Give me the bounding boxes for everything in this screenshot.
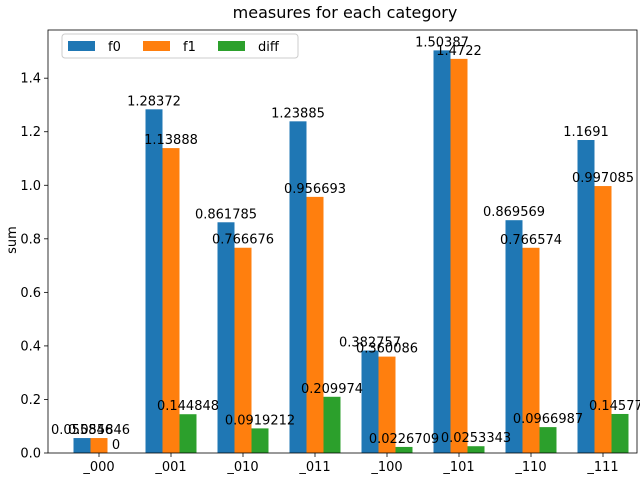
bar-diff-_001 [180, 414, 197, 453]
bar-label-f1-_010: 0.766676 [212, 233, 274, 248]
y-axis-label: sum [5, 226, 20, 254]
bar-labels-group: 0.0558460.05584601.283721.138880.1448480… [51, 35, 640, 453]
bar-label-diff-_010: 0.0919212 [225, 413, 295, 428]
x-tick-label: _100 [370, 460, 402, 475]
bar-label-diff-_111: 0.145773 [589, 399, 640, 414]
y-tick-label: 0.6 [20, 286, 41, 301]
y-tick-label: 1.2 [20, 125, 41, 140]
bar-label-f1-_011: 0.956693 [284, 182, 346, 197]
bar-label-f0-_011: 1.23885 [271, 106, 325, 121]
legend-swatch-f0 [68, 41, 95, 51]
bar-label-f1-_110: 0.766574 [500, 233, 562, 248]
bar-f0-_000 [74, 438, 91, 453]
bar-f1-_000 [91, 438, 108, 453]
x-tick-label: _010 [226, 460, 258, 475]
bar-label-f0-_010: 0.861785 [195, 207, 257, 222]
bar-f0-_101 [434, 50, 451, 453]
legend-label-f0: f0 [108, 40, 121, 55]
x-tick-label: _001 [154, 460, 186, 475]
legend-label-diff: diff [258, 40, 280, 55]
x-tick-label: _110 [514, 460, 546, 475]
bar-label-f0-_001: 1.28372 [127, 94, 181, 109]
bar-f1-_101 [451, 59, 468, 453]
legend-label-f1: f1 [183, 40, 196, 55]
bar-diff-_100 [396, 447, 413, 453]
y-tick-label: 0.0 [20, 447, 41, 462]
bar-label-f1-_000: 0.055846 [68, 423, 130, 438]
x-tick-label: _111 [586, 460, 618, 475]
bar-label-f0-_110: 0.869569 [483, 205, 545, 220]
bar-f1-_011 [307, 197, 324, 453]
bar-label-diff-_101: 0.0253343 [441, 431, 511, 446]
bar-label-f1-_100: 0.360086 [356, 342, 418, 357]
bar-label-f1-_111: 0.997085 [572, 171, 634, 186]
bar-diff-_101 [468, 446, 485, 453]
y-tick-label: 0.2 [20, 393, 41, 408]
bar-label-diff-_110: 0.0966987 [513, 412, 583, 427]
x-tick-label: _101 [442, 460, 474, 475]
legend-swatch-diff [218, 41, 245, 51]
bar-f0-_011 [290, 121, 307, 453]
y-tick-label: 0.4 [20, 339, 41, 354]
bar-diff-_110 [540, 427, 557, 453]
x-tick-label: _011 [298, 460, 330, 475]
bar-label-diff-_011: 0.209974 [301, 382, 363, 397]
x-tick-label: _000 [82, 460, 114, 475]
legend-swatch-f1 [143, 41, 170, 51]
bar-diff-_111 [612, 414, 629, 453]
bar-label-diff-_001: 0.144848 [157, 399, 219, 414]
legend: f0 f1 diff [62, 34, 298, 58]
bar-label-diff-_000: 0 [112, 438, 120, 453]
y-tick-label: 1.0 [20, 179, 41, 194]
bar-label-f0-_111: 1.1691 [563, 125, 609, 140]
bar-label-f1-_001: 1.13888 [144, 133, 198, 148]
bar-label-f1-_101: 1.4722 [436, 44, 482, 59]
bar-diff-_011 [324, 397, 341, 453]
bar-label-diff-_100: 0.0226709 [369, 432, 439, 447]
chart-title: measures for each category [233, 3, 458, 22]
bar-diff-_010 [252, 428, 269, 453]
y-tick-label: 1.4 [20, 72, 41, 87]
y-tick-label: 0.8 [20, 232, 41, 247]
